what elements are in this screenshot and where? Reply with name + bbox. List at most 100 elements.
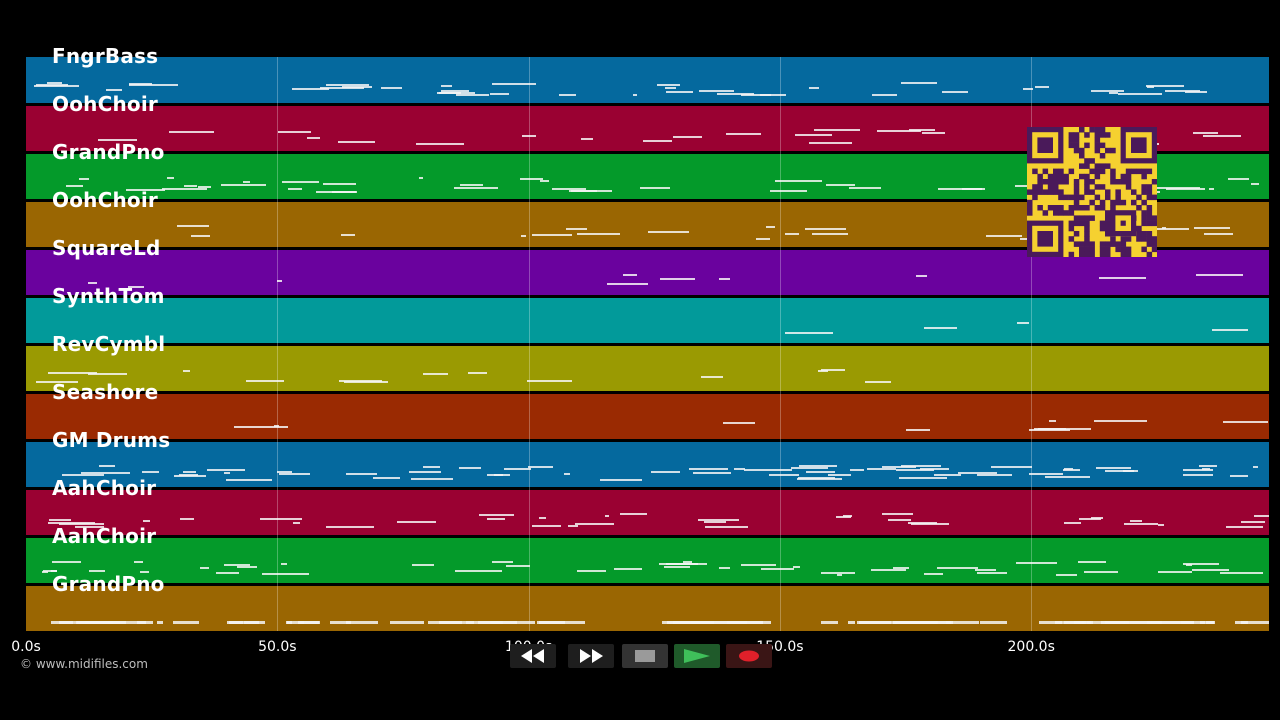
midi-note <box>282 181 319 184</box>
midi-note <box>223 471 231 474</box>
midi-note <box>1117 93 1162 96</box>
midi-note <box>466 621 503 624</box>
midi-note <box>538 517 547 520</box>
midi-note <box>526 380 572 383</box>
midi-note <box>81 471 130 474</box>
midi-note <box>570 190 597 193</box>
midi-note <box>936 566 978 569</box>
stop-button[interactable] <box>622 644 668 668</box>
midi-note <box>1082 621 1093 624</box>
midi-note <box>741 563 776 566</box>
midi-note <box>920 468 949 471</box>
midi-note <box>1034 86 1050 89</box>
midi-note <box>35 381 78 384</box>
midi-note <box>47 522 95 525</box>
midi-note <box>1194 227 1230 230</box>
track-divider <box>26 200 1269 202</box>
midi-note <box>326 525 374 528</box>
midi-note <box>1015 561 1057 564</box>
midi-note <box>278 473 310 476</box>
midi-note <box>703 521 726 524</box>
midi-note <box>1192 131 1219 134</box>
midi-note <box>454 570 502 573</box>
midi-note <box>486 473 511 476</box>
midi-note <box>620 513 648 516</box>
midi-note <box>600 478 642 481</box>
midi-note <box>835 516 851 519</box>
midi-note <box>245 379 284 382</box>
midi-note <box>1252 466 1259 469</box>
midi-note <box>390 621 425 624</box>
midi-note <box>604 514 609 517</box>
track-lane <box>26 489 1269 535</box>
midi-note <box>688 467 728 470</box>
midi-note <box>329 621 352 624</box>
midi-note <box>49 518 71 521</box>
qr-code[interactable] <box>1027 127 1158 258</box>
midi-note <box>492 561 514 564</box>
midi-note <box>1028 428 1071 431</box>
track-label: OohChoir <box>52 92 158 116</box>
midi-note <box>647 230 689 233</box>
midi-note <box>88 281 97 284</box>
midi-note <box>907 522 938 525</box>
time-tick-label: 0.0s <box>11 639 41 655</box>
midi-note <box>924 327 958 330</box>
midi-note <box>172 621 200 624</box>
midi-note <box>1253 514 1269 517</box>
midi-note <box>1123 621 1161 624</box>
midi-note <box>540 180 549 183</box>
play-button[interactable] <box>674 644 720 668</box>
midi-note <box>174 475 207 478</box>
midi-note <box>216 572 239 575</box>
midi-note <box>651 471 680 474</box>
midi-note <box>558 94 577 97</box>
fast-forward-icon <box>578 649 604 663</box>
midi-note <box>183 185 198 188</box>
midi-note <box>441 89 470 92</box>
midi-note <box>460 183 483 186</box>
midi-note <box>233 426 289 429</box>
midi-note <box>957 471 997 474</box>
midi-note <box>848 187 882 190</box>
midi-note <box>419 177 424 180</box>
midi-note <box>864 381 892 384</box>
midi-note <box>673 136 703 139</box>
stop-icon <box>635 650 655 662</box>
midi-note <box>287 188 303 191</box>
midi-note <box>826 183 856 186</box>
track-label: OohChoir <box>52 188 158 212</box>
midi-note <box>576 232 620 235</box>
midi-note <box>697 519 739 522</box>
midi-note <box>108 621 153 624</box>
rewind-button[interactable] <box>510 644 556 668</box>
record-button[interactable] <box>726 644 772 668</box>
midi-note <box>285 621 293 624</box>
midi-note <box>299 621 320 624</box>
midi-note <box>1055 621 1063 624</box>
midi-note <box>1063 621 1084 624</box>
midi-note <box>1251 182 1259 185</box>
midi-note <box>141 470 159 473</box>
midi-note <box>701 375 723 378</box>
midi-note <box>220 184 267 187</box>
midi-note <box>693 472 732 475</box>
midi-note <box>306 136 321 139</box>
time-gridline <box>277 57 279 631</box>
midi-note <box>980 621 1008 624</box>
midi-note <box>35 84 68 87</box>
track-divider <box>26 440 1269 442</box>
midi-note <box>700 621 747 624</box>
midi-note <box>126 188 166 191</box>
fast-forward-button[interactable] <box>568 644 614 668</box>
midi-note <box>242 180 251 183</box>
midi-note <box>1203 134 1242 137</box>
midi-note <box>1056 573 1078 576</box>
midi-note <box>887 519 911 522</box>
midi-note <box>98 138 137 141</box>
midi-note <box>895 469 935 472</box>
midi-note <box>881 465 917 468</box>
midi-note <box>281 563 287 566</box>
midi-note <box>623 273 638 276</box>
midi-note <box>769 473 800 476</box>
